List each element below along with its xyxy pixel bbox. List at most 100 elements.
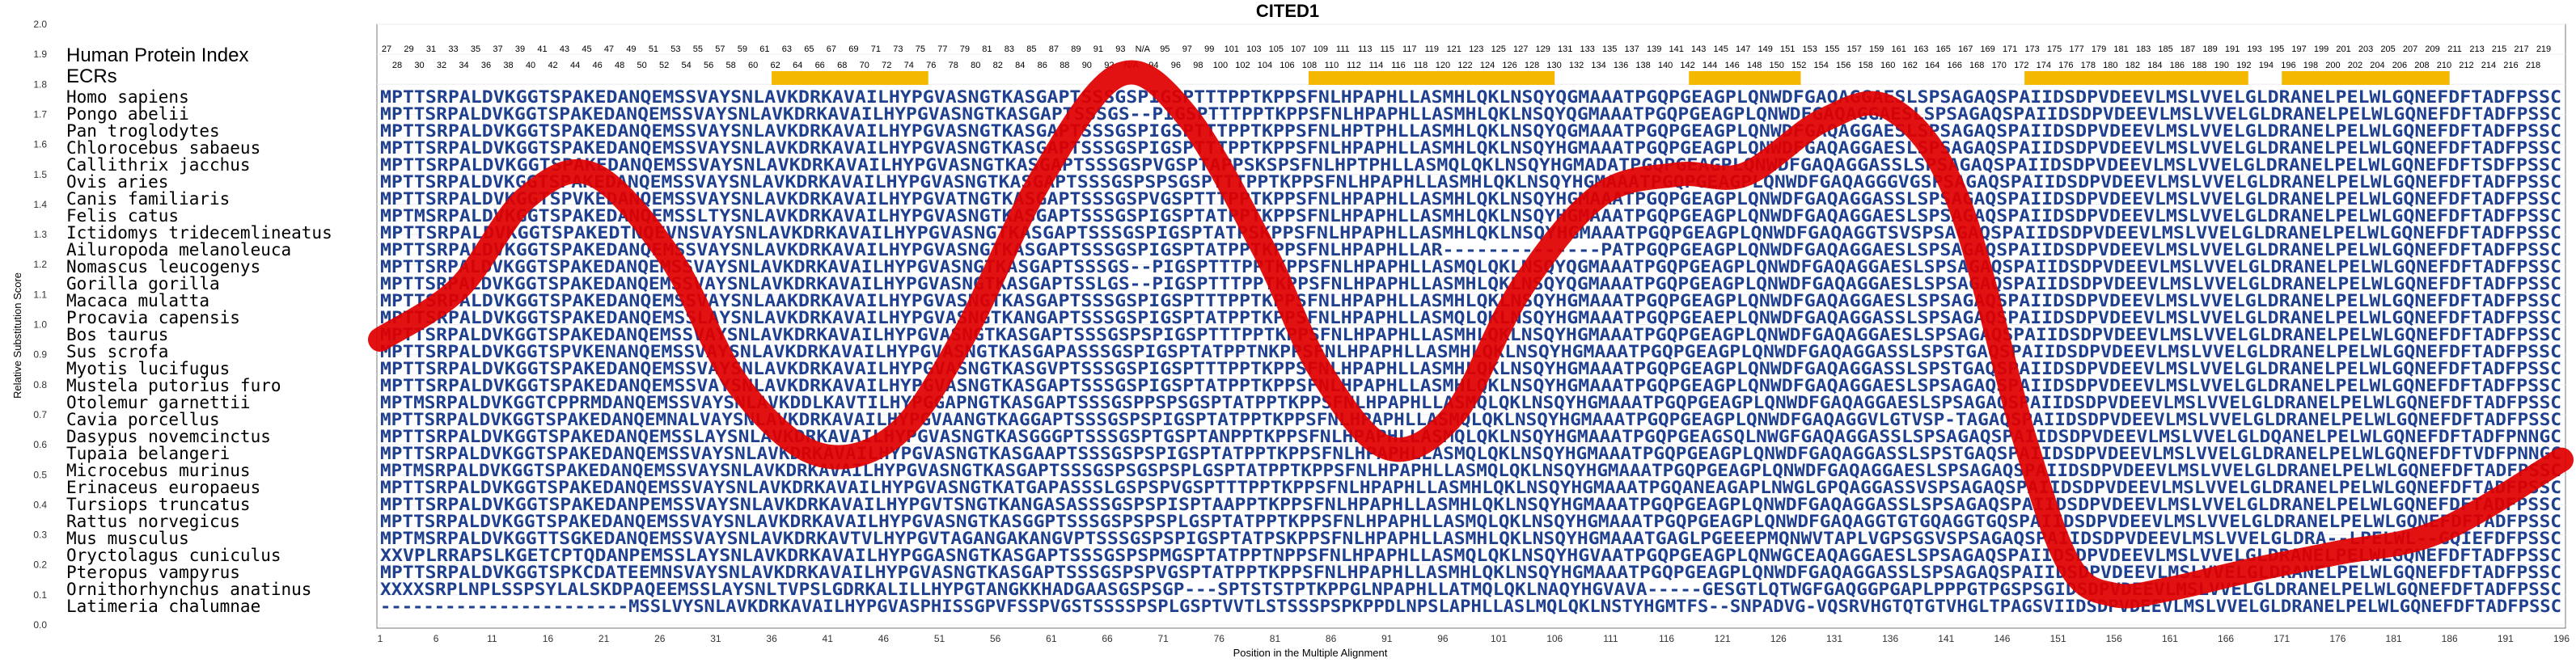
human-index-bottom-label: 80: [971, 61, 980, 70]
human-index-top-label: 41: [537, 44, 547, 54]
species-label: Rattus norvegicus: [66, 512, 240, 531]
curve-point: [1453, 414, 1455, 416]
sequence-row: MPTTSRPALDVKGGTSPAKEDANQEMSSLAYSNLAVKDRK…: [380, 427, 2561, 446]
sequence-row: MPTTSRPALDVKGGTSPAKEDANQEMSSVAYSNLAVKDRK…: [380, 325, 2561, 344]
human-index-bottom-label: 138: [1635, 61, 1650, 70]
x-tick-label: 191: [2498, 633, 2514, 644]
curve-point: [894, 435, 895, 437]
human-index-top-label: 157: [1846, 44, 1861, 54]
curve-point: [2438, 531, 2439, 533]
species-label: Gorilla gorilla: [66, 274, 220, 293]
human-index-top-label: 99: [1204, 44, 1214, 54]
human-index-top-label: 199: [2314, 44, 2329, 54]
ecr-bar: [2282, 71, 2450, 85]
human-index-top-label: 81: [982, 44, 992, 54]
human-index-bottom-label: 106: [1280, 61, 1294, 70]
species-label: Pongo abelii: [66, 104, 189, 124]
species-label: Procavia capensis: [66, 308, 240, 327]
x-tick-label: 106: [1546, 633, 1563, 644]
human-index-top-label: 49: [626, 44, 636, 54]
human-index-top-label: 197: [2291, 44, 2306, 54]
x-tick-label: 96: [1437, 633, 1449, 644]
human-index-bottom-label: 162: [1903, 61, 1918, 70]
curve-point: [670, 258, 672, 260]
x-tick-label: 26: [654, 633, 666, 644]
human-index-top-label: N/A: [1136, 44, 1151, 54]
species-label: Pan troglodytes: [66, 121, 220, 141]
species-label: Ornithorhynchus anatinus: [66, 580, 311, 599]
human-index-top-label: 111: [1336, 44, 1350, 54]
human-index-bottom-label: 160: [1880, 61, 1895, 70]
species-label: Erinaceus europaeus: [66, 478, 260, 497]
x-tick-label: 21: [599, 633, 610, 644]
human-index-bottom-label: 208: [2414, 61, 2429, 70]
human-index-top-label: 95: [1160, 44, 1170, 54]
human-index-top-label: 29: [404, 44, 413, 54]
x-tick-label: 1: [378, 633, 383, 644]
species-label: Nomascus leucogenys: [66, 257, 260, 276]
species-label: Callithrix jacchus: [66, 155, 251, 175]
human-index-top-label: 77: [937, 44, 947, 54]
human-index-top-label: 195: [2269, 44, 2284, 54]
x-tick-label: 131: [1826, 633, 1842, 644]
human-index-top-label: 97: [1182, 44, 1192, 54]
human-index-bottom-label: 98: [1193, 61, 1203, 70]
x-tick-label: 31: [710, 633, 721, 644]
curve-point: [458, 288, 459, 289]
human-index-bottom-label: 70: [860, 61, 869, 70]
human-index-top-label: 51: [649, 44, 658, 54]
species-label: Mustela putorius furo: [66, 376, 281, 395]
human-index-bottom-label: 52: [659, 61, 669, 70]
curve-point: [2248, 570, 2249, 572]
curve-point: [2113, 594, 2115, 596]
species-label: Myotis lucifugus: [66, 359, 230, 378]
human-index-bottom-label: 32: [437, 61, 446, 70]
species-label: Ictidomys tridecemlineatus: [66, 223, 332, 243]
y-axis-title: Relative Substitution Score: [11, 272, 23, 399]
species-label: Microcebus murinus: [66, 461, 251, 480]
human-index-top-label: 105: [1269, 44, 1284, 54]
human-index-bottom-label: 58: [726, 61, 736, 70]
curve-point: [1889, 108, 1891, 109]
human-index-top-label: 85: [1026, 44, 1036, 54]
human-index-top-label: 183: [2136, 44, 2151, 54]
human-index-bottom-label: 194: [2259, 61, 2274, 70]
human-index-top-label: 83: [1005, 44, 1014, 54]
human-index-bottom-label: 218: [2526, 61, 2540, 70]
x-tick-label: 61: [1046, 633, 1057, 644]
human-index-top-label: 93: [1115, 44, 1125, 54]
human-index-bottom-label: 154: [1813, 61, 1828, 70]
human-index-top-label: 63: [782, 44, 792, 54]
human-index-top-label: 75: [916, 44, 925, 54]
human-index-top-label: 187: [2181, 44, 2195, 54]
human-index-bottom-label: 120: [1436, 61, 1450, 70]
human-index-top-label: 135: [1602, 44, 1617, 54]
x-tick-label: 136: [1882, 633, 1898, 644]
sequence-row: MPTTSRPALDVKGGTSPAKEDANQEMSSVAYSNLAAKDRK…: [380, 291, 2561, 310]
human-index-bottom-label: 190: [2214, 61, 2229, 70]
human-index-bottom-label: 44: [570, 61, 580, 70]
human-index-bottom-label: 76: [926, 61, 936, 70]
x-tick-label: 196: [2553, 633, 2570, 644]
human-index-top-label: 185: [2158, 44, 2172, 54]
x-tick-label: 11: [487, 633, 497, 644]
human-index-top-label: 159: [1869, 44, 1884, 54]
human-index-bottom-label: 136: [1614, 61, 1628, 70]
human-index-top-label: 139: [1647, 44, 1661, 54]
human-index-top-label: 133: [1580, 44, 1595, 54]
curve-point: [961, 339, 962, 340]
human-index-top-label: 189: [2202, 44, 2217, 54]
human-index-top-label: 141: [1669, 44, 1684, 54]
human-index-top-label: 171: [2003, 44, 2017, 54]
x-axis-title: Position in the Multiple Alignment: [1233, 647, 1388, 659]
human-index-bottom-label: 168: [1969, 61, 1984, 70]
x-tick-label: 91: [1381, 633, 1393, 644]
human-index-bottom-label: 74: [904, 61, 914, 70]
human-index-bottom-label: 152: [1791, 61, 1806, 70]
human-index-bottom-label: 146: [1724, 61, 1739, 70]
x-tick-label: 111: [1603, 633, 1618, 644]
species-label: Chlorocebus sabaeus: [66, 138, 260, 158]
sequence-row: MPTTSRPALDVKGGTSPAKEDANPEMSSVAYSNLAVKDRK…: [380, 495, 2561, 514]
y-axis: 0.0 0.1 0.2 0.3 0.4 0.5 0.6 0.7 0.8 0.9 1.0 1.1 1.2 1…: [33, 19, 47, 631]
